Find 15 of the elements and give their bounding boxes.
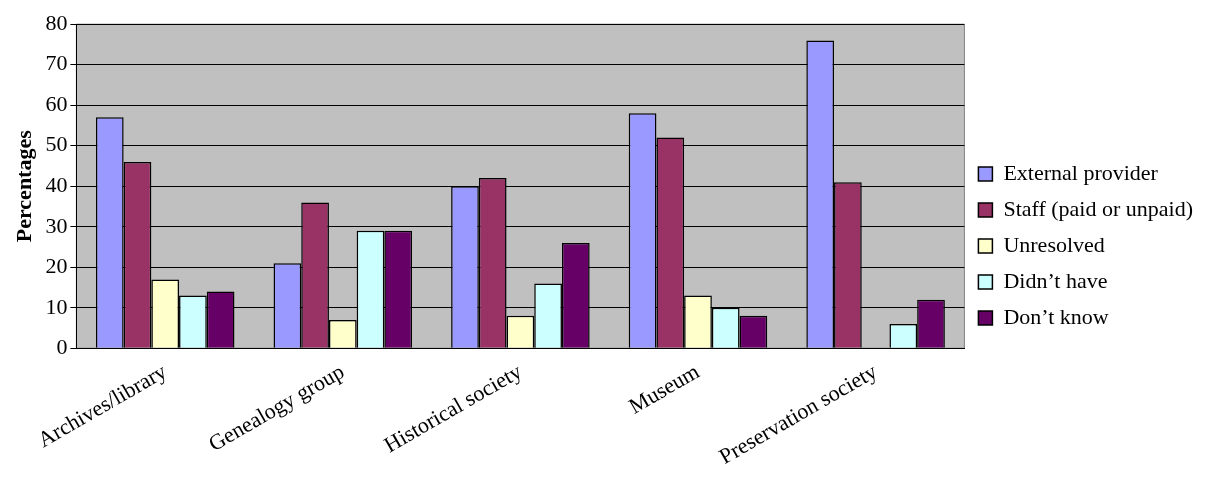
- y-tick-label: 30: [45, 212, 68, 238]
- y-tick-label: 50: [45, 131, 68, 157]
- legend-label: External provider: [1003, 159, 1159, 185]
- y-axis-title: Percentages: [10, 129, 36, 243]
- y-tick-label: 80: [45, 9, 68, 35]
- y-tick-label: 20: [45, 253, 68, 279]
- y-tick-label: 40: [45, 172, 68, 197]
- legend-label: Don’t know: [1003, 303, 1109, 329]
- legend-label: Didn’t have: [1003, 267, 1108, 293]
- y-tick-label: 60: [45, 90, 68, 116]
- y-tick-label: 70: [45, 50, 68, 76]
- y-tick-label: 0: [56, 334, 68, 360]
- legend-label: Unresolved: [1003, 231, 1105, 257]
- y-tick-label: 10: [45, 293, 68, 319]
- legend-label: Staff (paid or unpaid): [1003, 195, 1194, 221]
